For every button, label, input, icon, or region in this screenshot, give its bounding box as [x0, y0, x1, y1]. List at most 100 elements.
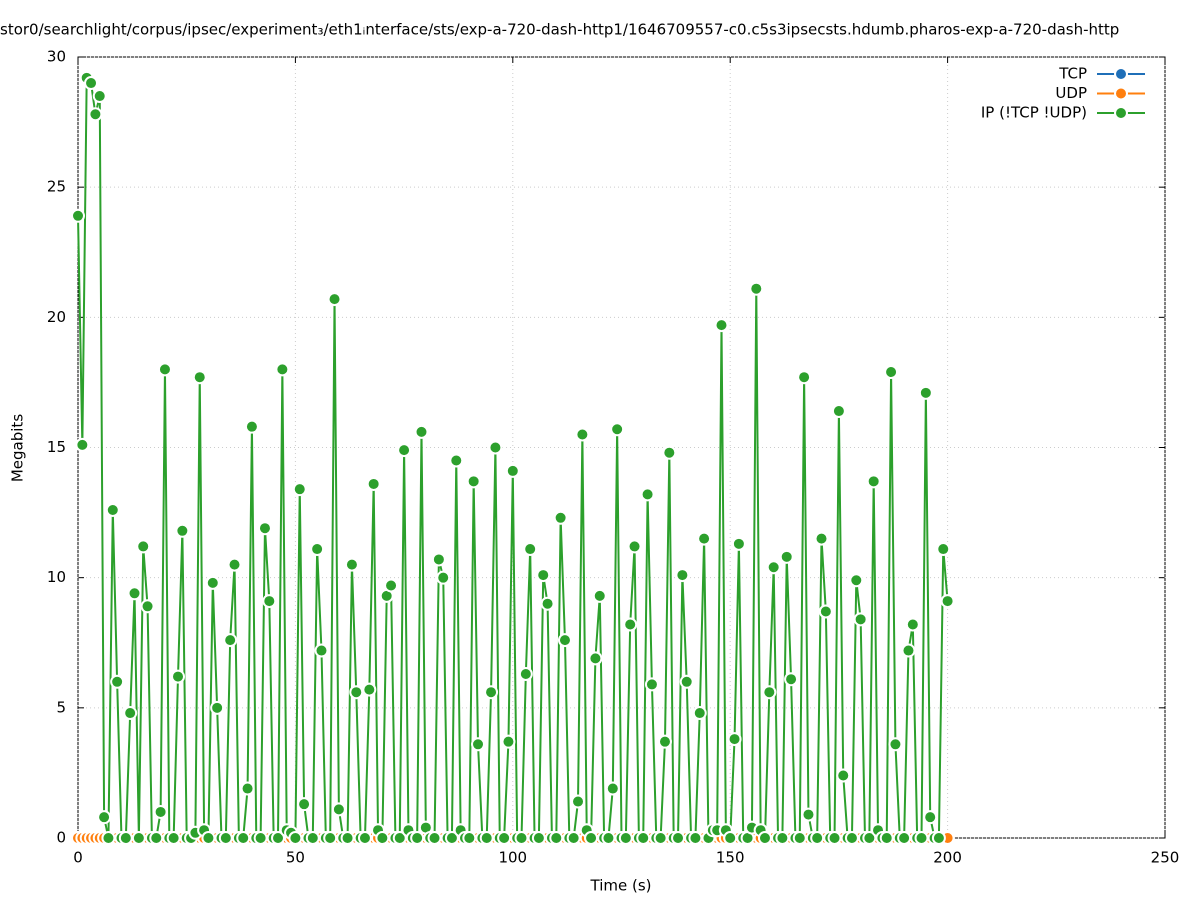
- data-point: [449, 453, 464, 468]
- data-point: [153, 804, 168, 819]
- data-point: [297, 797, 312, 812]
- data-point: [792, 831, 807, 845]
- data-point: [566, 831, 581, 845]
- data-point: [940, 594, 955, 609]
- data-point: [131, 831, 146, 845]
- data-point: [501, 734, 516, 749]
- data-point: [479, 831, 494, 845]
- data-point: [662, 445, 677, 460]
- data-point: [275, 362, 290, 377]
- data-point: [731, 536, 746, 551]
- chart-title: stor0/searchlight/corpus/ipsec/experimen…: [0, 21, 1119, 39]
- data-point: [271, 831, 286, 845]
- data-point: [218, 831, 233, 845]
- data-point: [414, 424, 429, 439]
- data-point: [344, 557, 359, 572]
- data-point: [340, 831, 355, 845]
- legend-label: IP (!TCP !UDP): [981, 104, 1087, 122]
- data-point: [644, 677, 659, 692]
- data-point: [466, 474, 481, 489]
- legend-marker: [1114, 86, 1128, 101]
- data-point: [784, 672, 799, 687]
- data-point: [536, 568, 551, 583]
- data-point: [588, 651, 603, 666]
- data-point: [253, 831, 268, 845]
- data-point: [157, 362, 172, 377]
- data-point: [236, 831, 251, 845]
- y-tick-label: 15: [47, 438, 66, 456]
- data-point: [292, 482, 307, 497]
- data-point: [518, 666, 533, 681]
- plot-frame: [77, 56, 1166, 839]
- data-point: [779, 549, 794, 564]
- data-point: [749, 281, 764, 296]
- data-point: [640, 487, 655, 502]
- data-point: [679, 674, 694, 689]
- data-point: [775, 831, 790, 845]
- legend-marker: [1114, 67, 1128, 81]
- data-point: [879, 831, 894, 845]
- data-point: [727, 732, 742, 747]
- data-point: [505, 463, 520, 478]
- data-point: [314, 643, 329, 658]
- data-point: [123, 706, 138, 721]
- data-point: [571, 794, 586, 809]
- data-point: [257, 521, 272, 536]
- data-point: [605, 781, 620, 796]
- data-point: [92, 89, 107, 104]
- data-point: [592, 588, 607, 603]
- data-point: [118, 831, 133, 845]
- x-tick-label: 0: [73, 849, 83, 867]
- data-point: [714, 318, 729, 333]
- data-point: [884, 365, 899, 380]
- data-point: [610, 422, 625, 437]
- data-point: [692, 706, 707, 721]
- data-point: [331, 802, 346, 817]
- data-point: [827, 831, 842, 845]
- data-point: [262, 594, 277, 609]
- data-point: [575, 427, 590, 442]
- data-point: [810, 831, 825, 845]
- data-point: [175, 523, 190, 538]
- data-point: [557, 633, 572, 648]
- data-point: [462, 831, 477, 845]
- data-point: [853, 612, 868, 627]
- data-point: [497, 831, 512, 845]
- data-point: [349, 685, 364, 700]
- legend-marker: [1114, 106, 1128, 120]
- data-point: [801, 807, 816, 822]
- data-point: [762, 685, 777, 700]
- data-point: [75, 437, 90, 452]
- data-point: [862, 831, 877, 845]
- data-point: [831, 404, 846, 419]
- data-point: [171, 669, 186, 684]
- y-tick-label: 20: [47, 308, 66, 326]
- data-point: [166, 831, 181, 845]
- x-tick-label: 100: [498, 849, 527, 867]
- data-point: [240, 781, 255, 796]
- data-point: [849, 573, 864, 588]
- data-point: [357, 831, 372, 845]
- data-point: [523, 542, 538, 557]
- data-point: [723, 831, 738, 845]
- data-point: [97, 810, 112, 825]
- data-point: [88, 107, 103, 122]
- data-point: [436, 570, 451, 585]
- data-point: [127, 586, 142, 601]
- data-point: [653, 831, 668, 845]
- data-point: [201, 831, 216, 845]
- data-point: [688, 831, 703, 845]
- data-point: [84, 76, 99, 91]
- data-point: [531, 831, 546, 845]
- data-point: [484, 685, 499, 700]
- data-point: [444, 831, 459, 845]
- data-point: [901, 643, 916, 658]
- y-tick-label: 25: [47, 178, 66, 196]
- data-point: [905, 617, 920, 632]
- data-point: [514, 831, 529, 845]
- y-tick-label: 0: [56, 829, 66, 847]
- data-point: [110, 674, 125, 689]
- x-tick-label: 200: [933, 849, 962, 867]
- data-point: [140, 599, 155, 614]
- data-point: [471, 737, 486, 752]
